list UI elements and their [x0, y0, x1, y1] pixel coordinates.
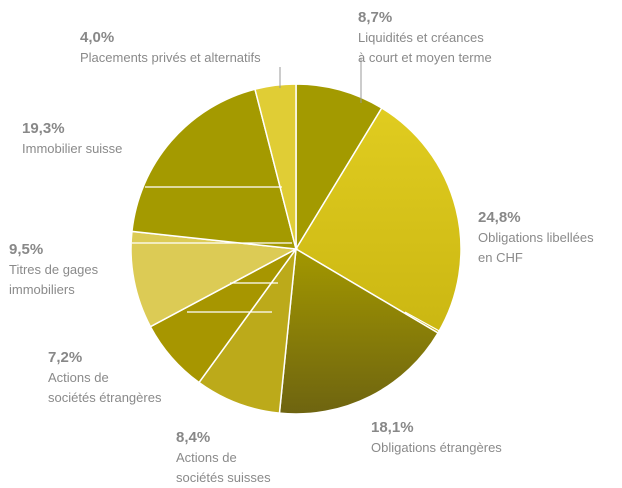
slice-divider-line	[404, 311, 444, 334]
slice-category-label: immobiliers	[9, 282, 75, 297]
slice-value-label: 7,2%	[48, 349, 82, 366]
slice-value-label: 9,5%	[9, 241, 43, 258]
pie-slice-6	[130, 230, 299, 328]
slice-value-label: 18,1%	[371, 419, 414, 436]
pie-labels: 8,7% Liquidités et créances à court et moy…	[9, 9, 594, 485]
slice-value-label: 8,7%	[358, 9, 392, 26]
pie-slice-7	[131, 88, 297, 250]
pie-slice-1	[295, 83, 383, 252]
slice-category-label: sociétés suisses	[176, 470, 271, 485]
pie-slice-4	[197, 246, 298, 414]
slice-category-label: Actions de	[48, 370, 109, 385]
pie-slice-3	[278, 247, 440, 415]
slice-value-label: 19,3%	[22, 120, 65, 137]
slice-category-label: à court et moyen terme	[358, 50, 492, 65]
pie-slice-8	[254, 83, 297, 250]
slice-value-label: 8,4%	[176, 429, 210, 446]
slice-category-label: Obligations étrangères	[371, 440, 502, 455]
slice-value-label: 4,0%	[80, 29, 114, 46]
slice-category-label: Actions de	[176, 450, 237, 465]
slice-category-label: Immobilier suisse	[22, 141, 122, 156]
slice-category-label: Titres de gages	[9, 262, 99, 277]
slice-category-label: en CHF	[478, 250, 523, 265]
pie-slices	[130, 83, 462, 415]
slice-category-label: Obligations libellées	[478, 230, 594, 245]
slice-category-label: sociétés étrangères	[48, 390, 162, 405]
slice-category-label: Liquidités et créances	[358, 30, 484, 45]
slice-category-label: Placements privés et alternatifs	[80, 50, 261, 65]
slice-value-label: 24,8%	[478, 209, 521, 226]
pie-slice-2	[294, 107, 462, 335]
